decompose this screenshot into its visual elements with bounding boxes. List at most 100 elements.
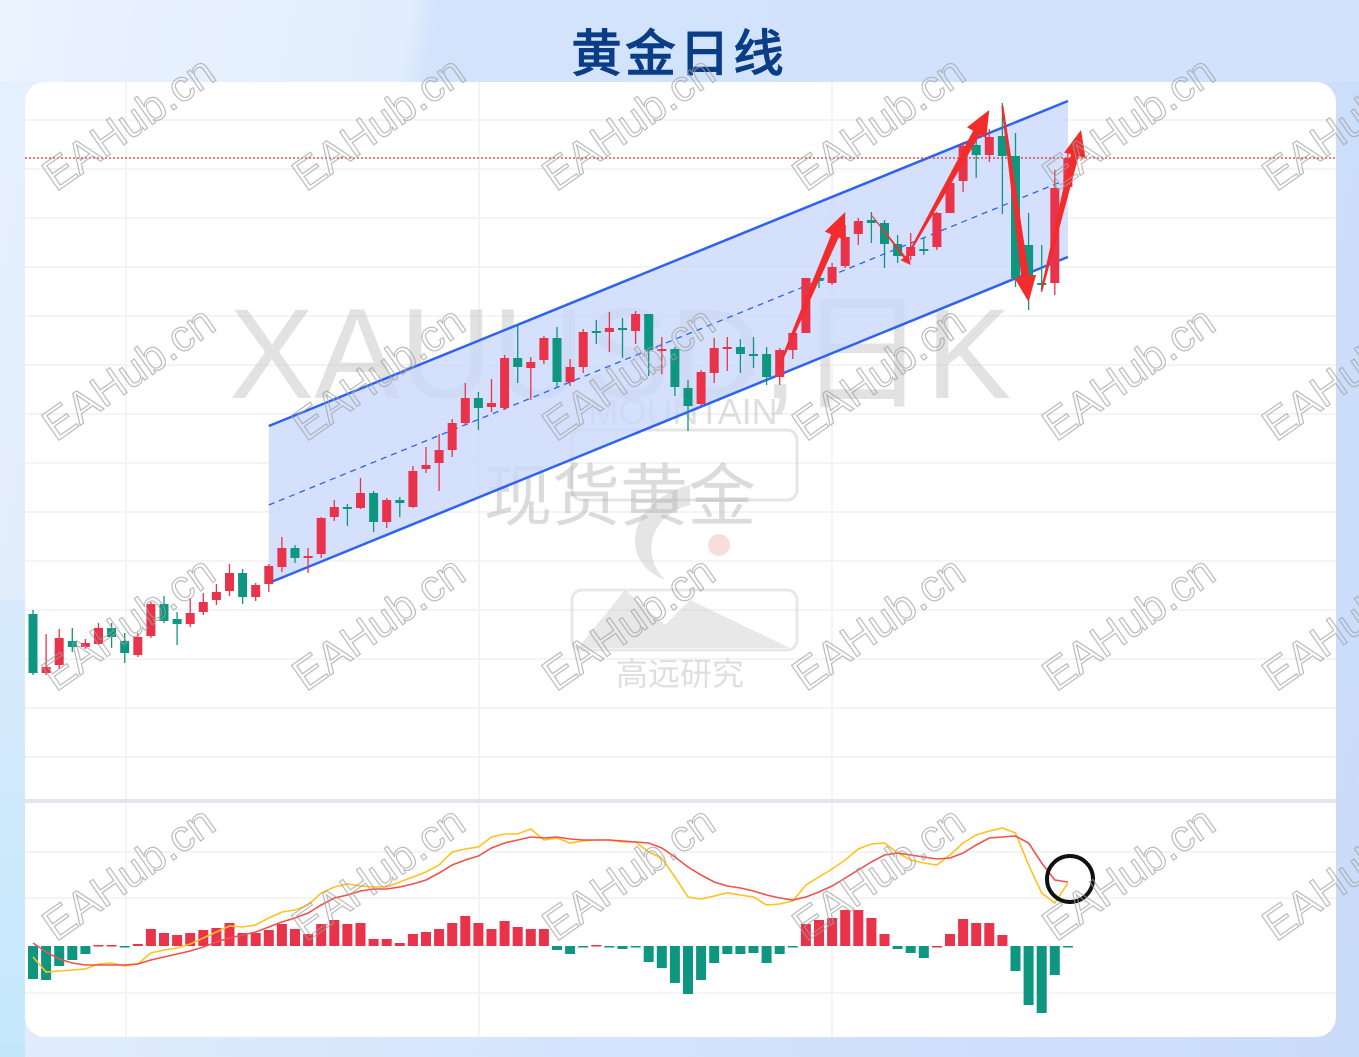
candle-body [447, 423, 457, 450]
candle-body [473, 398, 483, 408]
macd-histogram-bar [578, 946, 589, 948]
candle [80, 639, 90, 649]
macd-histogram-bar [460, 916, 471, 946]
candle [932, 212, 942, 250]
candle [709, 338, 719, 383]
candle [945, 180, 955, 213]
macd-histogram-bar [303, 934, 314, 946]
candle [906, 233, 916, 260]
macd-histogram-bar [28, 946, 38, 979]
candle-body [552, 338, 562, 382]
macd-histogram-bar [1062, 946, 1073, 948]
macd-histogram-bar [1010, 946, 1021, 971]
candle-body [133, 637, 143, 655]
macd-histogram-bar [617, 946, 628, 949]
candle-body [487, 403, 496, 407]
candle [1037, 245, 1047, 292]
candle-body [722, 347, 732, 349]
candle-body [696, 372, 706, 404]
macd-histogram-bar [840, 910, 851, 946]
candle-body [303, 556, 313, 558]
macd-histogram-bar [237, 933, 248, 946]
candle [447, 419, 457, 457]
candle [277, 537, 287, 572]
candle [513, 324, 523, 383]
annotation-circle [1045, 854, 1095, 904]
candle [41, 634, 51, 675]
macd-histogram-bar [696, 946, 707, 980]
candle-body [709, 348, 719, 373]
macd-histogram-bar [984, 923, 995, 946]
candle [67, 628, 77, 652]
macd-histogram-bar [276, 924, 287, 946]
candle [487, 379, 496, 412]
macd-histogram-bar [958, 919, 969, 946]
candle-body [146, 604, 156, 636]
macd-histogram-bar [211, 928, 222, 946]
candle-body [749, 354, 758, 356]
macd-histogram-bar [473, 923, 484, 946]
macd-histogram-bar [722, 946, 733, 954]
logo-frame-top [570, 428, 799, 502]
macd-histogram-bar [1036, 946, 1047, 1013]
macd-histogram-bar [381, 939, 392, 946]
candle-body [211, 592, 221, 600]
candle-body [971, 145, 981, 155]
trend-arrow [871, 214, 911, 265]
macd-histogram-bar [709, 946, 720, 963]
macd-histogram-bar [434, 929, 445, 946]
grid [25, 82, 1336, 1037]
candle-body [788, 333, 798, 350]
candle-body [251, 585, 261, 597]
candle-body [670, 349, 680, 387]
candle-body [932, 213, 942, 247]
candle [251, 583, 261, 601]
macd-histogram-bar [119, 946, 130, 948]
macd-histogram-bar [591, 945, 602, 947]
candle [880, 220, 889, 268]
macd-histogram-bar [538, 929, 549, 946]
logo-mountain [578, 590, 790, 648]
candle-body [539, 338, 549, 360]
candle [238, 569, 248, 604]
candle-body [159, 604, 169, 621]
frame-edge [0, 600, 25, 1057]
macd-histogram-bar [106, 945, 117, 947]
macd-histogram-bar [80, 946, 91, 954]
trend-arrow [778, 212, 846, 366]
candle [264, 564, 274, 592]
macd-histogram-bar [735, 946, 746, 954]
trend-arrow [1001, 105, 1037, 302]
macd-histogram-bar [552, 946, 562, 950]
macd-histogram-bar [853, 910, 864, 946]
candle-body [290, 548, 300, 558]
macd-histogram-bar [224, 923, 235, 946]
candle-body [526, 362, 536, 368]
candle-body [618, 328, 627, 330]
candle [185, 598, 195, 627]
candle [28, 610, 38, 675]
candle [434, 434, 444, 491]
candle-body [421, 465, 431, 469]
candle [369, 491, 379, 532]
candle-body [41, 667, 51, 673]
macd-histogram-bar [67, 946, 78, 960]
candle-body [591, 331, 601, 333]
candle-body [460, 398, 470, 423]
macd-histogram-bar [329, 920, 340, 946]
macd-histogram-bar [145, 929, 156, 946]
candle [840, 225, 850, 268]
candle [670, 347, 680, 396]
macd-histogram-bar [814, 920, 824, 946]
logo-dot [708, 534, 730, 556]
channel-upper-line [268, 99, 1069, 428]
candle [578, 329, 588, 373]
candle [984, 129, 994, 162]
candle [473, 392, 483, 430]
candle-body [997, 136, 1007, 156]
candle [749, 337, 758, 368]
macd-histogram-bar [342, 924, 353, 946]
candle [853, 218, 863, 245]
header-band [0, 0, 1359, 82]
